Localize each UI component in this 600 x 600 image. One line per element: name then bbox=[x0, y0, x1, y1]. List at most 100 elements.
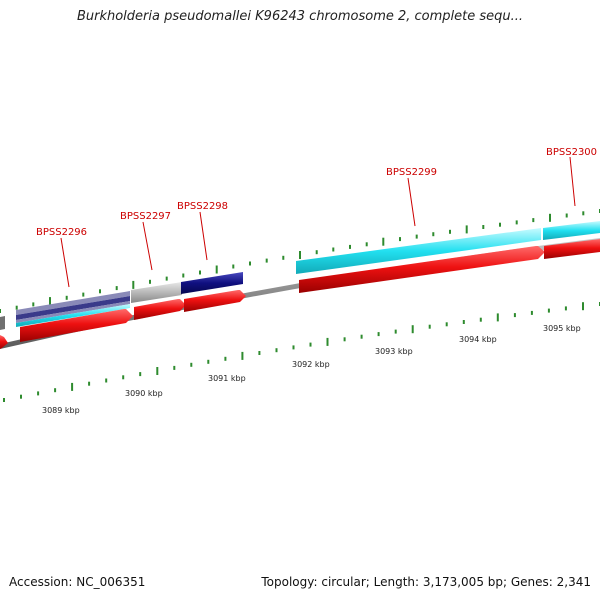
minor-tick bbox=[37, 391, 40, 396]
gene-label-text: BPSS2298 bbox=[177, 201, 228, 212]
gene-label-text: BPSS2297 bbox=[120, 211, 171, 222]
minor-tick bbox=[190, 362, 193, 367]
major-tick bbox=[582, 302, 584, 311]
accession-label: Accession: NC_006351 bbox=[9, 575, 146, 589]
minor-tick bbox=[199, 270, 201, 275]
minor-tick bbox=[365, 242, 368, 247]
gene-label-bpss2297[interactable]: BPSS2297 bbox=[120, 211, 171, 271]
minor-tick bbox=[275, 348, 278, 353]
minor-tick bbox=[479, 317, 482, 322]
minor-tick bbox=[343, 337, 346, 342]
cds-arrow-bpss2300[interactable] bbox=[544, 239, 600, 259]
major-tick bbox=[132, 280, 135, 289]
scale-label-3092: 3092 kbp bbox=[292, 360, 330, 369]
minor-tick bbox=[530, 310, 533, 315]
map-title: Burkholderia pseudomallei K96243 chromos… bbox=[76, 9, 524, 24]
minor-tick bbox=[282, 255, 285, 260]
cds-arrow-left-edge[interactable] bbox=[0, 335, 8, 349]
major-tick bbox=[215, 265, 218, 274]
minor-tick bbox=[99, 289, 101, 294]
inner-tick-ring bbox=[3, 302, 600, 402]
minor-tick bbox=[449, 229, 451, 234]
gene-label-text: BPSS2296 bbox=[36, 227, 87, 238]
minor-tick bbox=[532, 218, 535, 223]
minor-tick bbox=[139, 372, 142, 377]
minor-tick bbox=[462, 320, 465, 324]
minor-tick bbox=[309, 342, 312, 347]
cds-arrow-bpss2299[interactable] bbox=[299, 246, 545, 293]
minor-tick bbox=[515, 220, 518, 225]
major-tick bbox=[299, 251, 301, 259]
minor-tick bbox=[315, 250, 318, 255]
major-tick bbox=[496, 313, 499, 322]
minor-tick bbox=[54, 388, 57, 393]
minor-tick bbox=[165, 276, 168, 281]
minor-tick bbox=[65, 295, 68, 300]
minor-tick bbox=[20, 394, 22, 399]
minor-tick bbox=[173, 365, 176, 370]
major-tick bbox=[411, 325, 414, 334]
scale-label-3095: 3095 kbp bbox=[543, 324, 581, 333]
feature-bpss2299-cyan[interactable] bbox=[296, 228, 541, 274]
minor-tick bbox=[15, 305, 18, 310]
gene-label-bpss2300[interactable]: BPSS2300 bbox=[546, 147, 597, 207]
gene-label-bpss2296[interactable]: BPSS2296 bbox=[36, 227, 87, 288]
feature-grey-left-edge[interactable] bbox=[0, 316, 5, 330]
minor-tick bbox=[115, 286, 118, 291]
feature-bpss2298-navy[interactable] bbox=[181, 272, 243, 294]
major-tick bbox=[71, 382, 74, 391]
genome-stats-label: Topology: circular; Length: 3,173,005 bp… bbox=[261, 575, 591, 589]
feature-bpss2296-track[interactable] bbox=[16, 291, 130, 327]
minor-tick bbox=[82, 292, 85, 297]
minor-tick bbox=[565, 213, 568, 218]
scale-label-3093: 3093 kbp bbox=[375, 347, 413, 356]
minor-tick bbox=[3, 398, 5, 402]
cds-arrow-bpss2296[interactable] bbox=[20, 309, 133, 342]
feature-bpss2297-grey[interactable] bbox=[131, 282, 182, 303]
scale-label-3094: 3094 kbp bbox=[459, 335, 497, 344]
minor-tick bbox=[582, 211, 585, 216]
gene-label-bpss2298[interactable]: BPSS2298 bbox=[177, 201, 228, 261]
major-tick bbox=[326, 337, 329, 346]
minor-tick bbox=[105, 378, 108, 383]
major-tick bbox=[241, 351, 244, 360]
gene-label-text: BPSS2299 bbox=[386, 167, 437, 178]
minor-tick bbox=[224, 356, 227, 361]
minor-tick bbox=[415, 234, 418, 239]
minor-tick bbox=[399, 237, 401, 242]
minor-tick bbox=[149, 279, 151, 284]
minor-tick bbox=[513, 313, 516, 318]
minor-tick bbox=[292, 345, 295, 350]
minor-tick bbox=[32, 302, 35, 307]
minor-tick bbox=[428, 324, 431, 329]
minor-tick bbox=[182, 273, 185, 278]
minor-tick bbox=[258, 351, 261, 355]
minor-tick bbox=[482, 225, 485, 229]
gene-label-bpss2299[interactable]: BPSS2299 bbox=[386, 167, 437, 227]
major-tick bbox=[382, 237, 385, 246]
minor-tick bbox=[432, 232, 435, 237]
major-tick bbox=[49, 297, 51, 306]
minor-tick bbox=[265, 258, 268, 263]
minor-tick bbox=[249, 261, 251, 266]
major-tick bbox=[549, 213, 551, 222]
cds-arrow-bpss2298[interactable] bbox=[184, 290, 246, 312]
gene-label-text: BPSS2300 bbox=[546, 147, 597, 158]
scale-label-3089: 3089 kbp bbox=[42, 406, 80, 415]
scale-label-3090: 3090 kbp bbox=[125, 389, 163, 398]
cds-arrow-bpss2297[interactable] bbox=[134, 299, 186, 320]
major-tick bbox=[465, 225, 468, 234]
minor-tick bbox=[360, 334, 363, 339]
minor-tick bbox=[445, 322, 448, 327]
minor-tick bbox=[564, 306, 567, 311]
minor-tick bbox=[547, 308, 550, 313]
feature-bpss2300-cyan[interactable] bbox=[543, 221, 600, 240]
minor-tick bbox=[88, 381, 91, 386]
minor-tick bbox=[232, 264, 235, 269]
minor-tick bbox=[207, 359, 210, 364]
major-tick bbox=[156, 367, 159, 375]
minor-tick bbox=[377, 332, 380, 337]
minor-tick bbox=[332, 247, 335, 252]
minor-tick bbox=[0, 309, 1, 313]
